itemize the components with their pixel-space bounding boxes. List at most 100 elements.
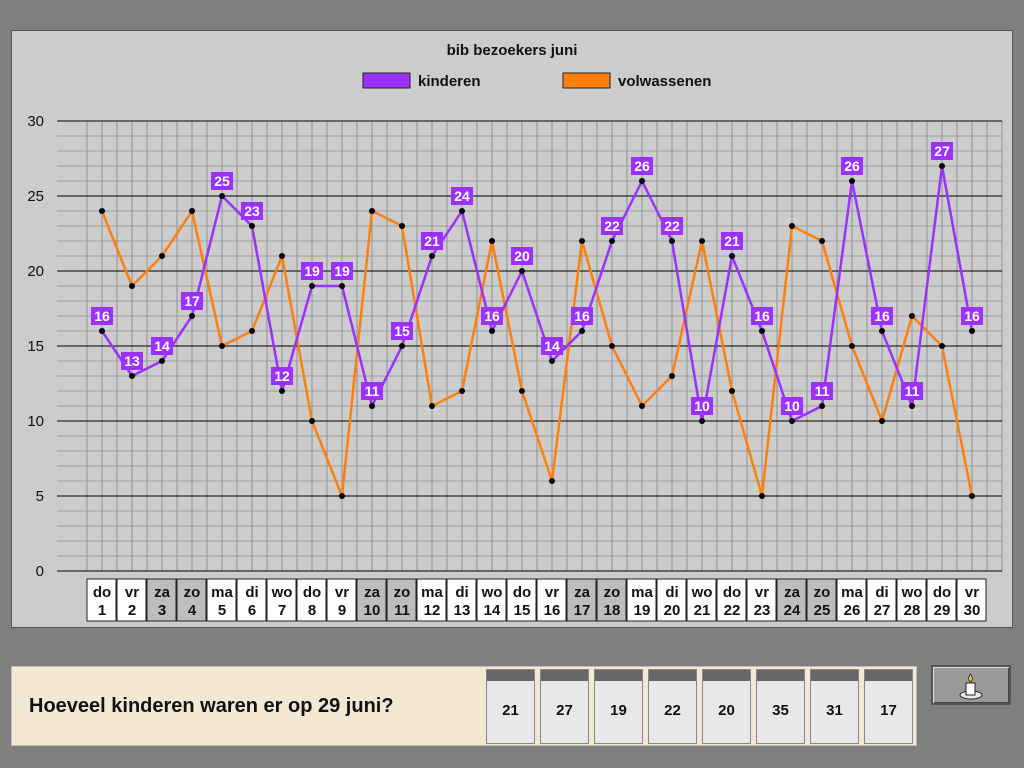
- answer-label: 17: [880, 702, 897, 719]
- data-point-kinderen: [519, 268, 525, 274]
- data-label: 13: [124, 353, 140, 369]
- data-point-volwassenen: [129, 283, 135, 289]
- data-point-volwassenen: [399, 223, 405, 229]
- x-tick-date: 9: [338, 602, 346, 619]
- x-tick-box: [866, 578, 897, 622]
- data-point-volwassenen: [339, 493, 345, 499]
- data-label-box: [691, 397, 713, 415]
- x-tick-day: za: [574, 584, 591, 601]
- data-label-box: [271, 367, 293, 385]
- x-tick-day: vr: [755, 584, 769, 601]
- data-label-box: [811, 382, 833, 400]
- x-tick-day: zo: [814, 584, 831, 601]
- data-label: 16: [964, 308, 980, 324]
- x-tick-date: 8: [308, 602, 316, 619]
- data-point-kinderen: [489, 328, 495, 334]
- x-tick-box: [596, 578, 627, 622]
- data-point-kinderen: [609, 238, 615, 244]
- data-label-box: [841, 157, 863, 175]
- data-label-box: [91, 307, 113, 325]
- data-point-kinderen: [339, 283, 345, 289]
- x-tick-box: [926, 578, 957, 622]
- y-tick-label: 15: [27, 338, 44, 355]
- data-point-kinderen: [819, 403, 825, 409]
- data-point-volwassenen: [279, 253, 285, 259]
- data-label-box: [301, 262, 323, 280]
- x-tick-box: [296, 578, 327, 622]
- x-tick-day: za: [784, 584, 801, 601]
- data-label-box: [241, 202, 263, 220]
- data-point-kinderen: [219, 193, 225, 199]
- x-tick-day: zo: [184, 584, 201, 601]
- answer-option[interactable]: 27: [540, 669, 589, 744]
- data-label-box: [151, 337, 173, 355]
- answer-option[interactable]: 19: [594, 669, 643, 744]
- x-tick-box: [896, 578, 927, 622]
- answer-label: 21: [502, 702, 519, 719]
- answer-option[interactable]: 22: [648, 669, 697, 744]
- x-tick-day: do: [303, 584, 321, 601]
- x-tick-box: [86, 578, 117, 622]
- x-tick-day: wo: [901, 584, 923, 601]
- x-tick-date: 2: [128, 602, 136, 619]
- x-tick-day: di: [665, 584, 678, 601]
- x-tick-date: 27: [874, 602, 891, 619]
- data-point-volwassenen: [159, 253, 165, 259]
- y-tick-label: 0: [36, 563, 44, 580]
- speaker-button[interactable]: [931, 665, 1011, 705]
- x-tick-box: [266, 578, 297, 622]
- question-text: Hoeveel kinderen waren er op 29 juni?: [29, 695, 394, 717]
- card-header: [811, 670, 858, 681]
- y-tick-label: 25: [27, 188, 44, 205]
- card-header: [757, 670, 804, 681]
- data-point-kinderen: [729, 253, 735, 259]
- data-point-volwassenen: [489, 238, 495, 244]
- answer-option[interactable]: 17: [864, 669, 913, 744]
- data-point-volwassenen: [219, 343, 225, 349]
- answer-option[interactable]: 35: [756, 669, 805, 744]
- x-tick-box: [746, 578, 777, 622]
- data-label: 20: [514, 248, 530, 264]
- card-header: [649, 670, 696, 681]
- data-point-kinderen: [699, 418, 705, 424]
- data-label-box: [121, 352, 143, 370]
- x-tick-box: [686, 578, 717, 622]
- data-point-volwassenen: [969, 493, 975, 499]
- data-label: 23: [244, 203, 260, 219]
- data-label-box: [871, 307, 893, 325]
- answer-option[interactable]: 21: [486, 669, 535, 744]
- x-tick-date: 6: [248, 602, 256, 619]
- data-label: 27: [934, 143, 950, 159]
- x-tick-day: vr: [545, 584, 559, 601]
- answer-option[interactable]: 31: [810, 669, 859, 744]
- data-label: 19: [334, 263, 350, 279]
- x-tick-box: [836, 578, 867, 622]
- x-tick-day: zo: [604, 584, 621, 601]
- data-point-kinderen: [249, 223, 255, 229]
- data-point-volwassenen: [189, 208, 195, 214]
- legend-swatch: [362, 72, 411, 89]
- data-label: 10: [784, 398, 800, 414]
- data-point-kinderen: [669, 238, 675, 244]
- x-tick-day: do: [513, 584, 531, 601]
- answer-option[interactable]: 20: [702, 669, 751, 744]
- data-point-volwassenen: [699, 238, 705, 244]
- x-tick-date: 20: [664, 602, 681, 619]
- data-label: 26: [634, 158, 650, 174]
- data-label: 10: [694, 398, 710, 414]
- data-label: 14: [544, 338, 560, 354]
- data-label-box: [781, 397, 803, 415]
- data-point-kinderen: [549, 358, 555, 364]
- data-point-volwassenen: [519, 388, 525, 394]
- data-label: 16: [484, 308, 500, 324]
- x-tick-day: ma: [841, 584, 863, 601]
- x-tick-date: 24: [784, 602, 801, 619]
- x-tick-date: 4: [188, 602, 197, 619]
- data-label: 12: [274, 368, 290, 384]
- legend-label: kinderen: [418, 73, 481, 90]
- data-label-box: [721, 232, 743, 250]
- x-tick-date: 23: [754, 602, 771, 619]
- x-tick-date: 17: [574, 602, 591, 619]
- answer-label: 19: [610, 702, 627, 719]
